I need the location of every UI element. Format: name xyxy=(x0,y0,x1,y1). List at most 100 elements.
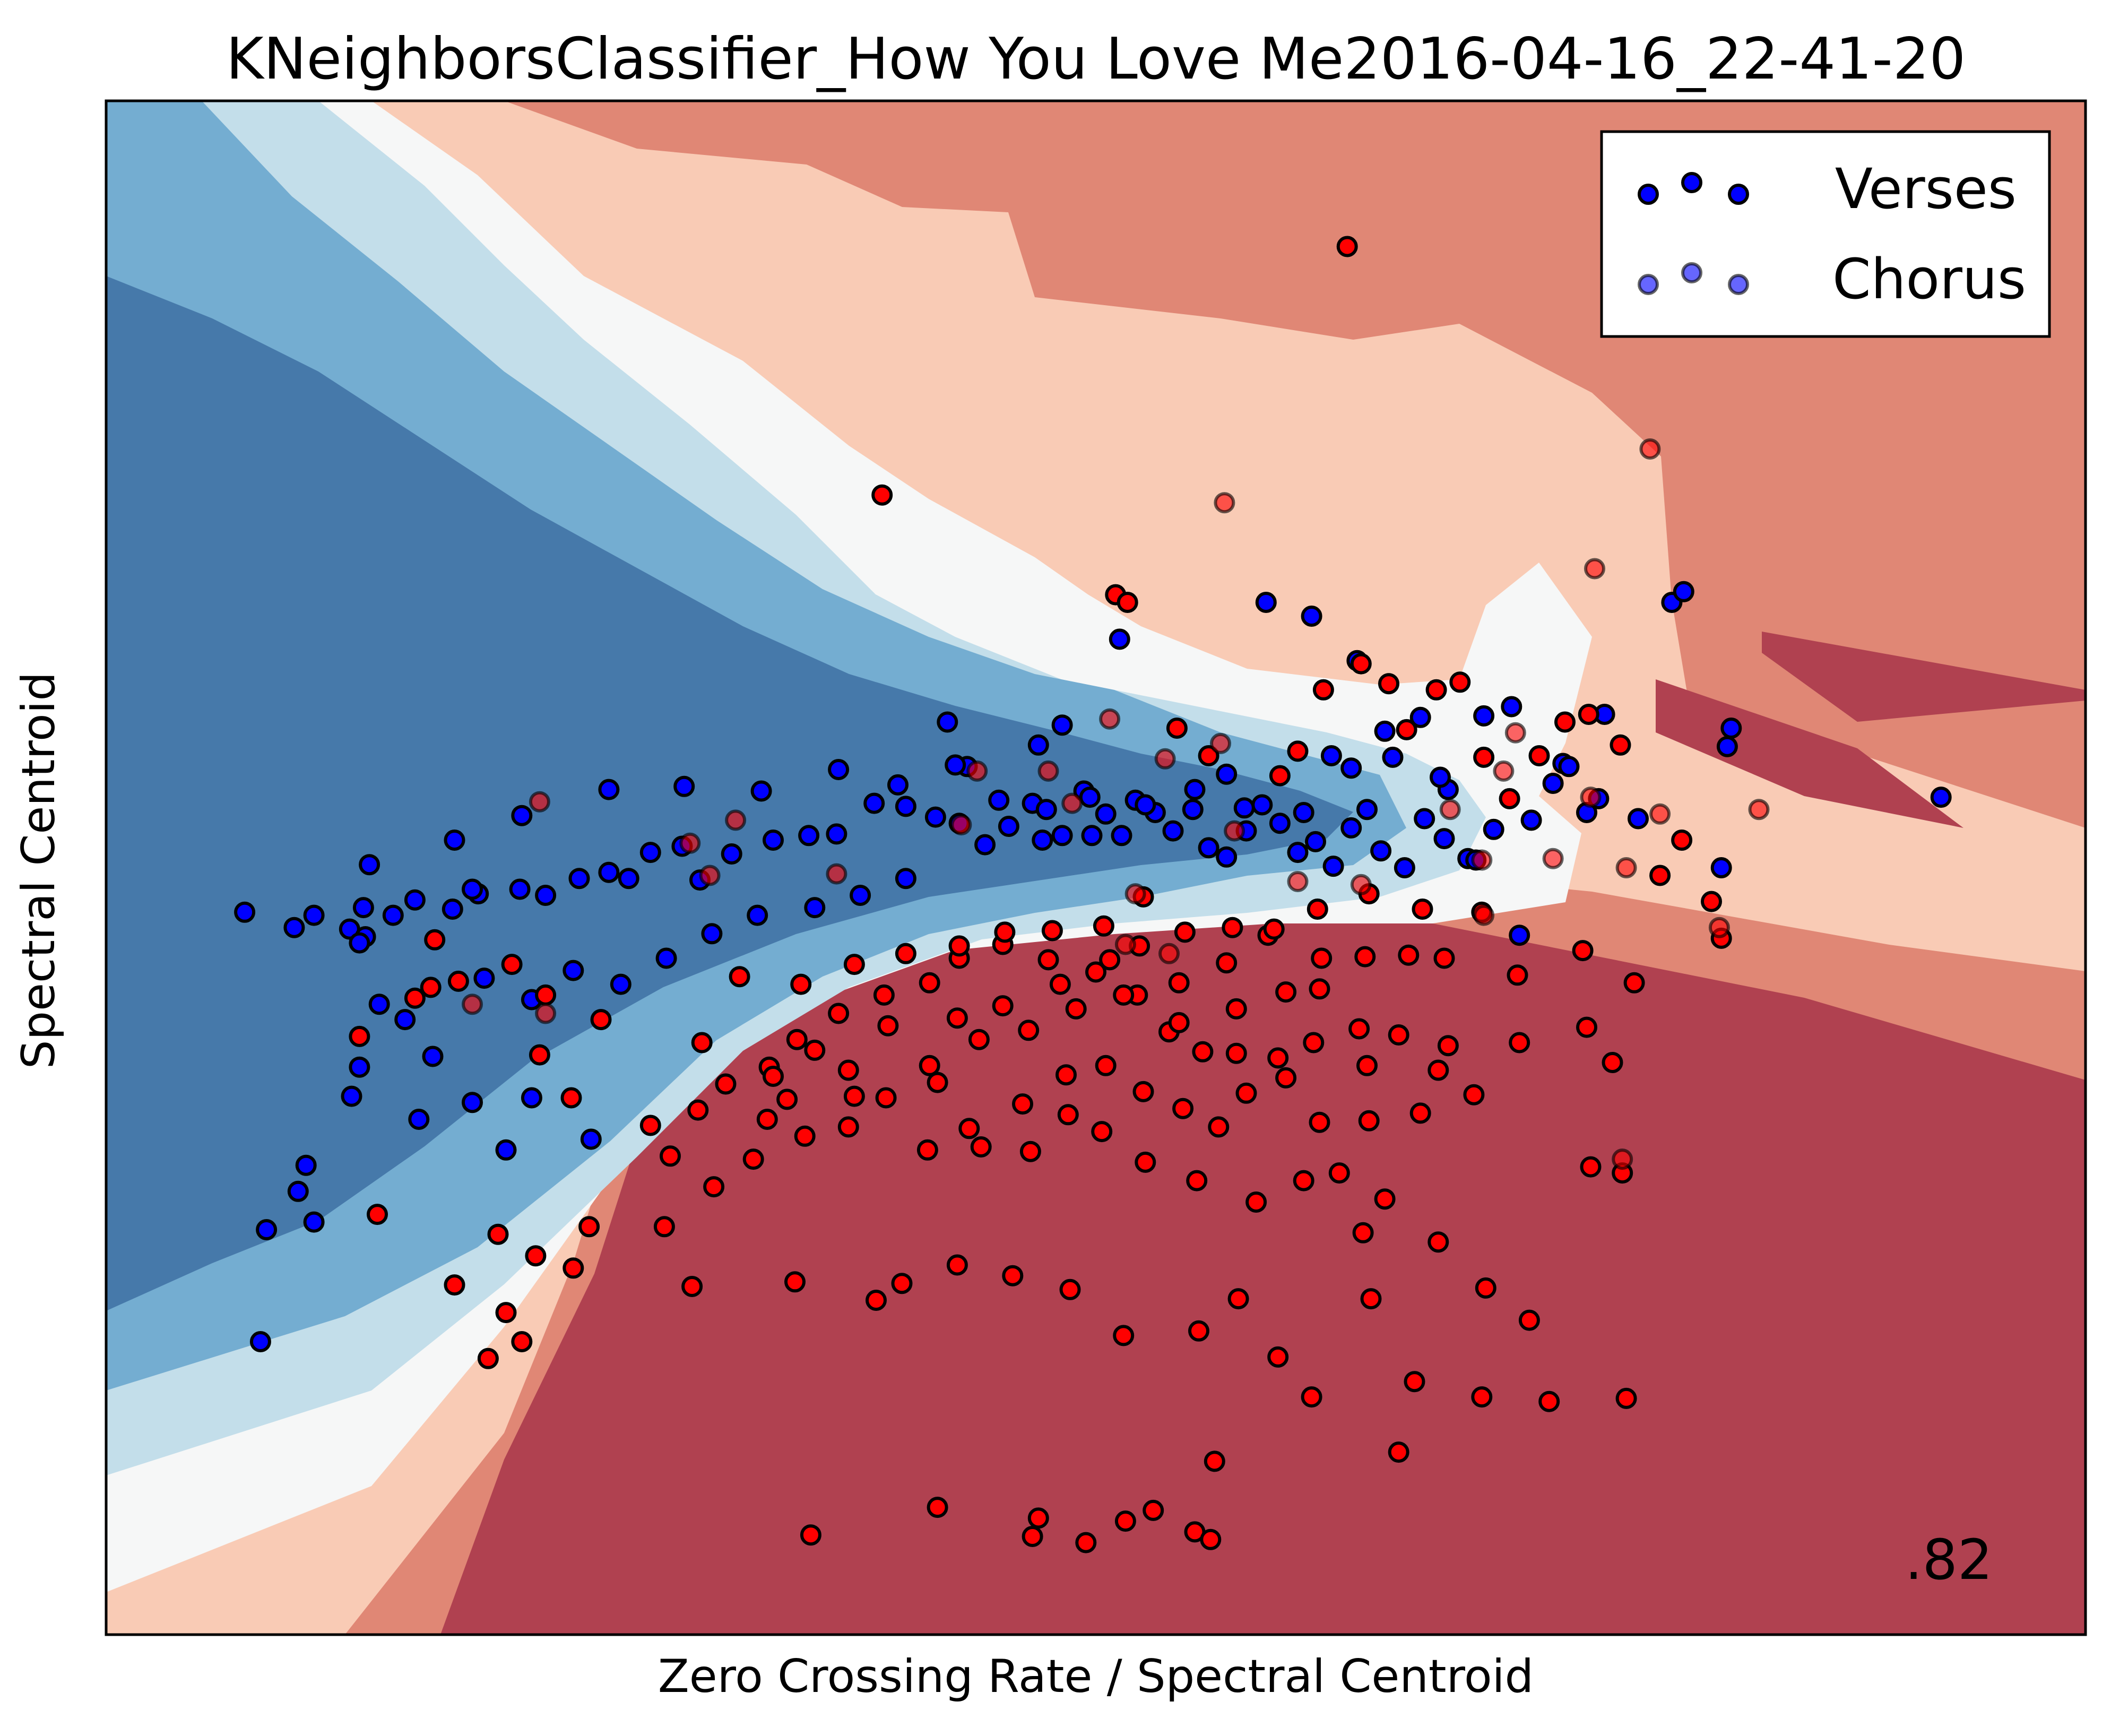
scatter-point-chorus-train xyxy=(1093,915,1114,937)
scatter-point-verse-train xyxy=(359,854,380,876)
scatter-point-verse-train xyxy=(1409,706,1431,728)
scatter-point-chorus-test xyxy=(1612,1148,1633,1170)
scatter-point-chorus-train xyxy=(919,1055,940,1076)
scatter-point-chorus-train xyxy=(1059,1279,1081,1300)
scatter-point-verse-train xyxy=(462,878,483,900)
scatter-point-chorus-train xyxy=(871,484,893,506)
scatter-point-chorus-train xyxy=(877,1015,899,1037)
scatter-point-verse-train xyxy=(895,868,916,889)
scatter-point-chorus-train xyxy=(1222,917,1243,938)
scatter-point-chorus-test xyxy=(1061,792,1083,814)
scatter-point-chorus-train xyxy=(1056,1064,1077,1086)
scatter-point-verse-train xyxy=(1433,828,1455,850)
scatter-point-chorus-train xyxy=(729,966,750,988)
scatter-point-chorus-train xyxy=(1602,1052,1623,1073)
scatter-point-chorus-train xyxy=(1309,1111,1330,1133)
scatter-point-verse-train xyxy=(1340,817,1362,839)
scatter-point-verse-train xyxy=(1382,746,1404,768)
scatter-point-verse-train xyxy=(721,843,742,865)
scatter-point-chorus-train xyxy=(1352,1222,1374,1243)
scatter-point-chorus-train xyxy=(1449,671,1471,693)
scatter-point-chorus-train xyxy=(1293,1170,1314,1191)
scatter-point-verse-train xyxy=(495,1139,517,1161)
scatter-point-verse-train xyxy=(655,947,677,969)
scatter-point-chorus-test xyxy=(1542,848,1564,869)
scatter-point-chorus-train xyxy=(776,1089,798,1110)
scatter-point-verse-train xyxy=(763,830,784,851)
scatter-point-verse-train xyxy=(798,825,820,847)
scatter-point-chorus-train xyxy=(1671,830,1693,851)
scatter-point-chorus-train xyxy=(447,970,469,992)
scatter-point-chorus-train xyxy=(1049,973,1071,995)
chart-title: KNeighborsClassifier_How You Love Me2016… xyxy=(226,26,1966,92)
scatter-point-verse-train xyxy=(673,775,695,797)
legend-entry-chorus: Chorus xyxy=(1638,247,2026,312)
scatter-point-verse-train xyxy=(283,917,305,938)
scatter-point-chorus-train xyxy=(794,1125,816,1147)
scatter-point-verse-train xyxy=(1483,818,1504,840)
legend-entry-verses: Verses xyxy=(1638,157,2017,221)
scatter-point-chorus-train xyxy=(1433,947,1455,969)
scatter-point-chorus-test xyxy=(1639,438,1661,460)
scatter-point-chorus-train xyxy=(1198,745,1219,766)
scatter-point-chorus-train xyxy=(1168,1012,1190,1033)
scatter-point-verse-train xyxy=(639,842,661,863)
scatter-point-chorus-train xyxy=(1307,899,1328,920)
scatter-point-chorus-train xyxy=(1174,921,1196,943)
scatter-point-verse-train xyxy=(303,1211,325,1233)
scatter-point-verse-train xyxy=(895,796,916,817)
scatter-point-chorus-test xyxy=(1124,883,1146,905)
scatter-point-chorus-train xyxy=(1427,1231,1449,1253)
scatter-point-chorus-train xyxy=(1075,1532,1097,1553)
scatter-point-chorus-train xyxy=(1463,1084,1485,1105)
scatter-point-chorus-test xyxy=(1471,849,1493,871)
scatter-point-chorus-test xyxy=(1708,917,1730,938)
y-axis-label: Spectral Centroid xyxy=(12,672,65,1069)
scatter-point-chorus-test xyxy=(535,1003,557,1024)
legend-marker-chorus xyxy=(1728,274,1749,295)
scatter-point-verse-train xyxy=(1051,825,1073,847)
scatter-point-chorus-train xyxy=(837,1059,859,1081)
scatter-point-chorus-train xyxy=(927,1072,948,1093)
scatter-point-chorus-train xyxy=(1204,1450,1225,1472)
scatter-point-verse-train xyxy=(249,1331,271,1352)
scatter-point-chorus-train xyxy=(703,1176,725,1198)
scatter-point-chorus-train xyxy=(681,1276,703,1297)
legend-label-verses: Verses xyxy=(1835,157,2017,221)
scatter-point-chorus-train xyxy=(653,1216,675,1238)
scatter-point-verse-train xyxy=(1184,779,1206,800)
scatter-point-chorus-train xyxy=(1188,1320,1209,1342)
scatter-point-chorus-train xyxy=(1143,1499,1164,1521)
scatter-point-verse-train xyxy=(1293,802,1314,823)
scatter-point-chorus-train xyxy=(1580,1156,1602,1178)
scatter-point-verse-train xyxy=(568,868,590,889)
scatter-point-verse-train xyxy=(256,1219,278,1240)
scatter-point-chorus-train xyxy=(1287,740,1309,762)
legend: Verses Chorus xyxy=(1600,130,2051,338)
scatter-point-chorus-test xyxy=(1099,708,1121,730)
scatter-point-verse-train xyxy=(234,901,256,923)
scatter-point-chorus-train xyxy=(1019,1141,1041,1162)
scatter-point-chorus-test xyxy=(1158,943,1180,964)
scatter-point-chorus-train xyxy=(590,1009,612,1031)
scatter-point-verse-train xyxy=(804,897,826,919)
scatter-point-chorus-train xyxy=(1172,1098,1194,1119)
scatter-point-chorus-test xyxy=(950,814,972,836)
scatter-point-chorus-test xyxy=(699,865,721,886)
scatter-point-chorus-train xyxy=(843,1085,865,1107)
plot-area xyxy=(106,101,2086,1635)
scatter-point-chorus-test xyxy=(1439,799,1461,821)
scatter-point-chorus-test xyxy=(1584,558,1605,580)
scatter-point-chorus-train xyxy=(1610,734,1631,756)
scatter-point-verse-train xyxy=(1473,705,1495,727)
scatter-point-verse-train xyxy=(341,1085,362,1107)
scatter-point-chorus-train xyxy=(1528,745,1550,766)
scatter-point-verse-train xyxy=(887,774,909,796)
red-strong-islands xyxy=(1656,632,2086,828)
scatter-point-verse-train xyxy=(1520,809,1542,831)
scatter-point-chorus-train xyxy=(477,1348,499,1369)
scatter-point-verse-train xyxy=(1032,830,1053,851)
scatter-point-verse-train xyxy=(828,759,850,780)
scatter-point-chorus-train xyxy=(1114,1510,1136,1532)
scatter-point-verse-train xyxy=(1216,763,1238,785)
